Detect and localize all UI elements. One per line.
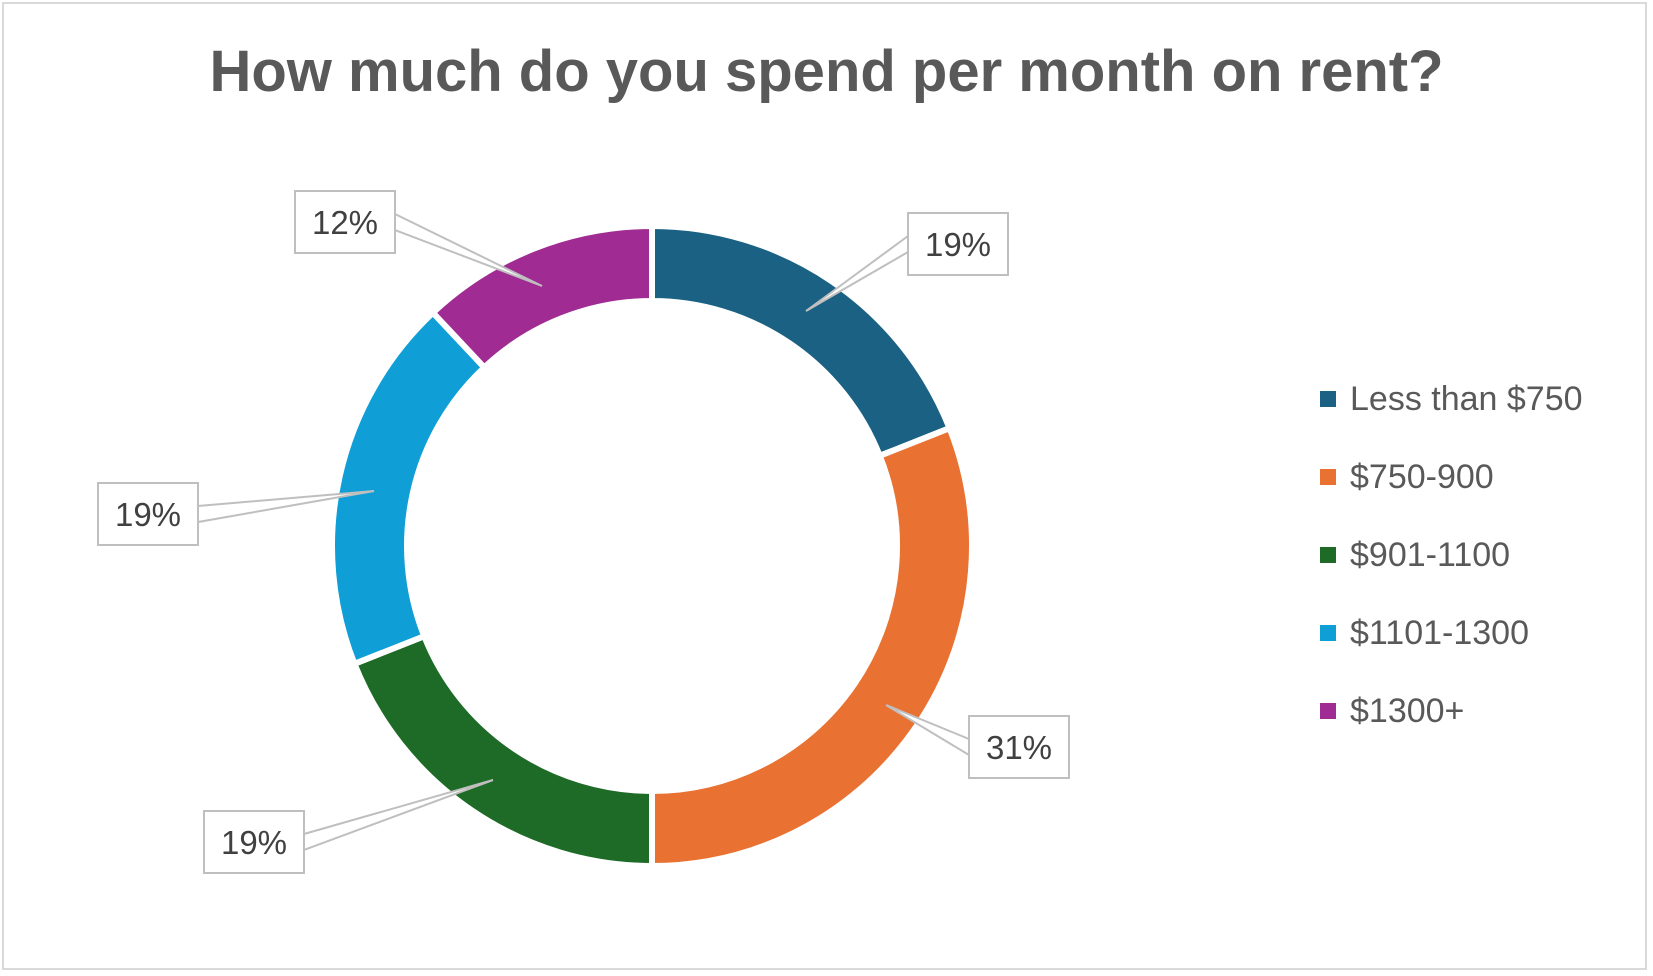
legend-item-1: $750-900 [1320,438,1583,516]
slice-1 [649,424,975,870]
legend-swatch-2 [1320,547,1336,563]
chart-legend: Less than $750 $750-900 $901-1100 $1101-130… [1320,360,1583,750]
data-label-1: 31% [885,704,1070,779]
legend-label-1: $750-900 [1350,457,1494,496]
slice-0 [649,222,954,460]
legend-item-3: $1101-1300 [1320,594,1583,672]
data-label-text-3: 19% [115,496,181,533]
legend-item-2: $901-1100 [1320,516,1583,594]
legend-swatch-1 [1320,469,1336,485]
data-label-3: 19% [97,482,375,546]
legend-swatch-4 [1320,703,1336,719]
slice-2 [350,632,655,870]
data-label-4: 12% [294,190,543,287]
data-label-text-2: 19% [221,824,287,861]
legend-item-4: $1300+ [1320,672,1583,750]
slice-3 [329,308,489,668]
legend-item-0: Less than $750 [1320,360,1583,438]
data-label-text-4: 12% [312,204,378,241]
data-label-2: 19% [203,779,494,874]
data-label-text-1: 31% [986,729,1052,766]
data-label-text-0: 19% [925,226,991,263]
slice-4 [428,222,655,372]
legend-label-2: $901-1100 [1350,535,1511,574]
legend-label-4: $1300+ [1350,691,1465,730]
legend-swatch-0 [1320,391,1336,407]
chart-title: How much do you spend per month on rent? [209,39,1444,104]
legend-label-0: Less than $750 [1350,379,1583,418]
data-label-0: 19% [805,212,1009,312]
legend-swatch-3 [1320,625,1336,641]
legend-label-3: $1101-1300 [1350,613,1529,652]
